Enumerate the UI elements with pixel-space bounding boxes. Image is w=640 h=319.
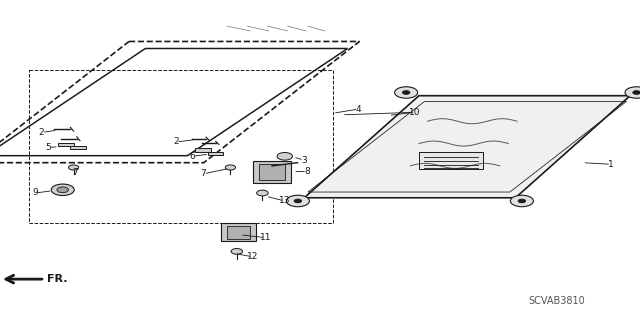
- Text: 10: 10: [409, 108, 420, 117]
- Text: 5: 5: [45, 143, 51, 152]
- Text: 11: 11: [260, 233, 271, 242]
- Bar: [58, 143, 74, 146]
- Circle shape: [294, 199, 301, 203]
- Bar: [253, 161, 291, 183]
- Text: 9: 9: [33, 189, 38, 197]
- Circle shape: [633, 91, 640, 94]
- Circle shape: [51, 184, 74, 196]
- Bar: [221, 223, 256, 241]
- Bar: [259, 164, 285, 180]
- Circle shape: [231, 249, 243, 254]
- Text: 7: 7: [201, 169, 206, 178]
- Text: 13: 13: [279, 197, 291, 205]
- Circle shape: [257, 190, 268, 196]
- Circle shape: [518, 199, 525, 203]
- Text: FR.: FR.: [47, 274, 67, 284]
- Bar: [195, 148, 211, 152]
- Circle shape: [277, 152, 292, 160]
- Text: SCVAB3810: SCVAB3810: [529, 296, 585, 307]
- Polygon shape: [304, 96, 630, 198]
- Circle shape: [68, 165, 79, 170]
- Circle shape: [57, 187, 68, 193]
- Text: 6: 6: [189, 152, 195, 161]
- Text: 4: 4: [356, 105, 361, 114]
- Circle shape: [395, 87, 418, 98]
- Bar: [227, 226, 250, 239]
- Text: 3: 3: [301, 156, 307, 165]
- Bar: [208, 152, 223, 155]
- Circle shape: [403, 91, 410, 94]
- Circle shape: [625, 87, 640, 98]
- Bar: [70, 146, 86, 149]
- Polygon shape: [419, 152, 483, 169]
- Circle shape: [225, 165, 236, 170]
- Circle shape: [286, 195, 309, 207]
- Circle shape: [510, 195, 533, 207]
- Text: 2: 2: [39, 128, 44, 137]
- Text: 2: 2: [173, 137, 179, 146]
- Text: 1: 1: [609, 160, 614, 169]
- Text: 8: 8: [305, 167, 310, 176]
- Text: 7: 7: [73, 168, 78, 177]
- Text: 12: 12: [247, 252, 259, 261]
